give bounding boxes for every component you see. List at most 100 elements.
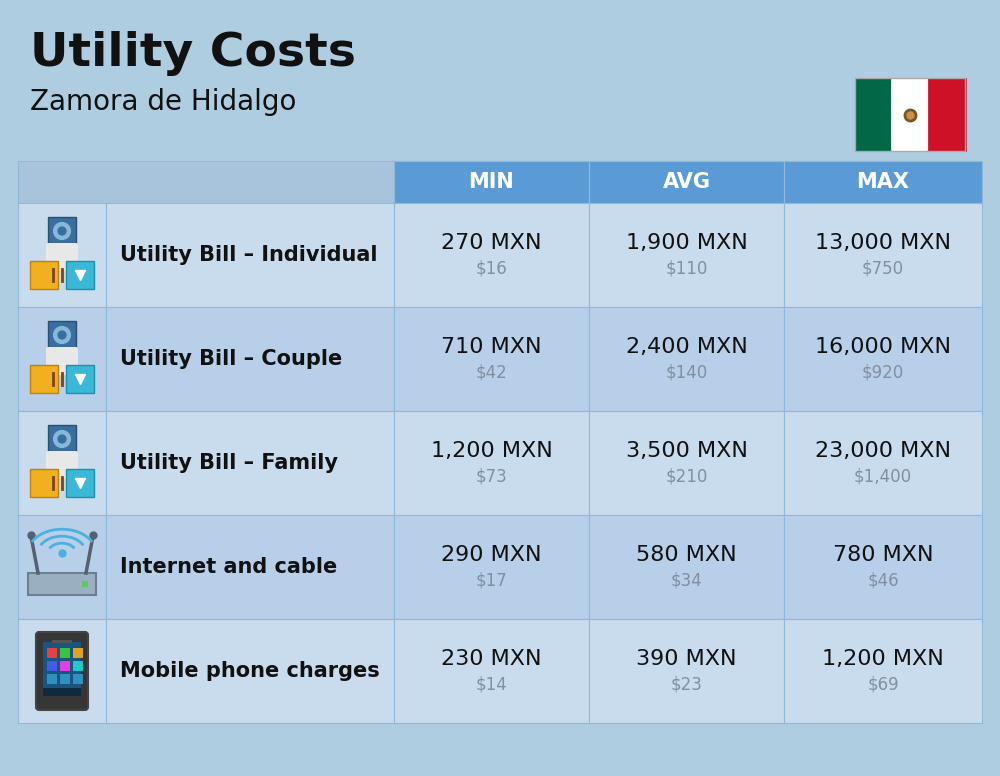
Bar — [784, 411, 982, 515]
Bar — [18, 515, 106, 619]
Bar — [589, 411, 784, 515]
Bar — [48, 321, 76, 349]
Text: Mobile phone charges: Mobile phone charges — [120, 661, 380, 681]
Bar — [394, 411, 589, 515]
Circle shape — [58, 435, 66, 443]
FancyBboxPatch shape — [847, 70, 973, 159]
FancyBboxPatch shape — [46, 347, 78, 375]
Bar — [66, 469, 94, 497]
Text: $73: $73 — [476, 468, 507, 486]
Text: $140: $140 — [665, 364, 708, 382]
Circle shape — [54, 431, 70, 448]
Bar — [589, 307, 784, 411]
Bar — [394, 619, 589, 723]
Bar — [106, 203, 394, 307]
Text: 780 MXN: 780 MXN — [833, 545, 933, 565]
Bar — [106, 619, 394, 723]
Bar — [106, 515, 394, 619]
Bar — [43, 642, 81, 696]
Bar — [784, 619, 982, 723]
Bar — [106, 307, 394, 411]
Bar — [928, 78, 966, 151]
Text: $34: $34 — [671, 572, 702, 590]
Bar — [82, 581, 88, 587]
Bar — [784, 161, 982, 203]
Bar — [891, 78, 927, 151]
Bar — [28, 573, 96, 595]
Bar — [394, 515, 589, 619]
Text: 290 MXN: 290 MXN — [441, 545, 542, 565]
FancyBboxPatch shape — [46, 451, 78, 479]
Bar — [18, 161, 394, 203]
Bar — [47, 661, 57, 671]
Bar — [784, 515, 982, 619]
Bar — [66, 365, 94, 393]
Text: 390 MXN: 390 MXN — [636, 649, 737, 669]
Text: 230 MXN: 230 MXN — [441, 649, 542, 669]
Text: Utility Bill – Couple: Utility Bill – Couple — [120, 349, 342, 369]
Bar — [48, 217, 76, 245]
Bar — [73, 648, 83, 658]
Bar — [52, 640, 72, 643]
Bar — [47, 648, 57, 658]
Text: $920: $920 — [862, 364, 904, 382]
Bar — [589, 515, 784, 619]
Text: $1,400: $1,400 — [854, 468, 912, 486]
Circle shape — [54, 223, 70, 240]
Text: 1,200 MXN: 1,200 MXN — [822, 649, 944, 669]
Text: 3,500 MXN: 3,500 MXN — [626, 441, 747, 461]
Text: $750: $750 — [862, 260, 904, 278]
Bar — [66, 261, 94, 289]
Text: 23,000 MXN: 23,000 MXN — [815, 441, 951, 461]
Bar — [106, 411, 394, 515]
Bar — [48, 425, 76, 453]
Text: Utility Costs: Utility Costs — [30, 31, 356, 76]
Text: Internet and cable: Internet and cable — [120, 557, 337, 577]
Text: $17: $17 — [476, 572, 507, 590]
Bar — [855, 78, 965, 151]
Bar — [43, 688, 81, 696]
Bar — [30, 469, 58, 497]
Circle shape — [54, 327, 70, 344]
Bar — [589, 203, 784, 307]
Bar — [47, 674, 57, 684]
Bar — [394, 161, 589, 203]
Text: Zamora de Hidalgo: Zamora de Hidalgo — [30, 88, 296, 116]
Bar — [30, 261, 58, 289]
Bar — [589, 161, 784, 203]
Text: $23: $23 — [671, 676, 702, 694]
Bar — [60, 661, 70, 671]
Circle shape — [58, 331, 66, 339]
Bar — [73, 674, 83, 684]
Bar — [589, 619, 784, 723]
Text: MAX: MAX — [856, 172, 910, 192]
Bar — [18, 203, 106, 307]
Text: $46: $46 — [867, 572, 899, 590]
Bar — [855, 78, 891, 151]
Text: AVG: AVG — [662, 172, 710, 192]
Text: $16: $16 — [476, 260, 507, 278]
Bar — [18, 307, 106, 411]
Text: $42: $42 — [476, 364, 507, 382]
Text: $110: $110 — [665, 260, 708, 278]
Circle shape — [58, 227, 66, 235]
Text: 270 MXN: 270 MXN — [441, 233, 542, 253]
Bar — [784, 203, 982, 307]
Text: $14: $14 — [476, 676, 507, 694]
Bar — [394, 203, 589, 307]
Text: Utility Bill – Individual: Utility Bill – Individual — [120, 245, 378, 265]
Text: $210: $210 — [665, 468, 708, 486]
Bar — [18, 411, 106, 515]
Text: 710 MXN: 710 MXN — [441, 337, 542, 357]
Bar — [394, 307, 589, 411]
Bar — [18, 619, 106, 723]
Bar — [60, 648, 70, 658]
Text: Utility Bill – Family: Utility Bill – Family — [120, 453, 338, 473]
Text: 1,200 MXN: 1,200 MXN — [431, 441, 552, 461]
Text: 2,400 MXN: 2,400 MXN — [626, 337, 747, 357]
Text: MIN: MIN — [469, 172, 514, 192]
Text: 16,000 MXN: 16,000 MXN — [815, 337, 951, 357]
Text: 1,900 MXN: 1,900 MXN — [626, 233, 747, 253]
Bar — [73, 661, 83, 671]
Bar — [784, 307, 982, 411]
